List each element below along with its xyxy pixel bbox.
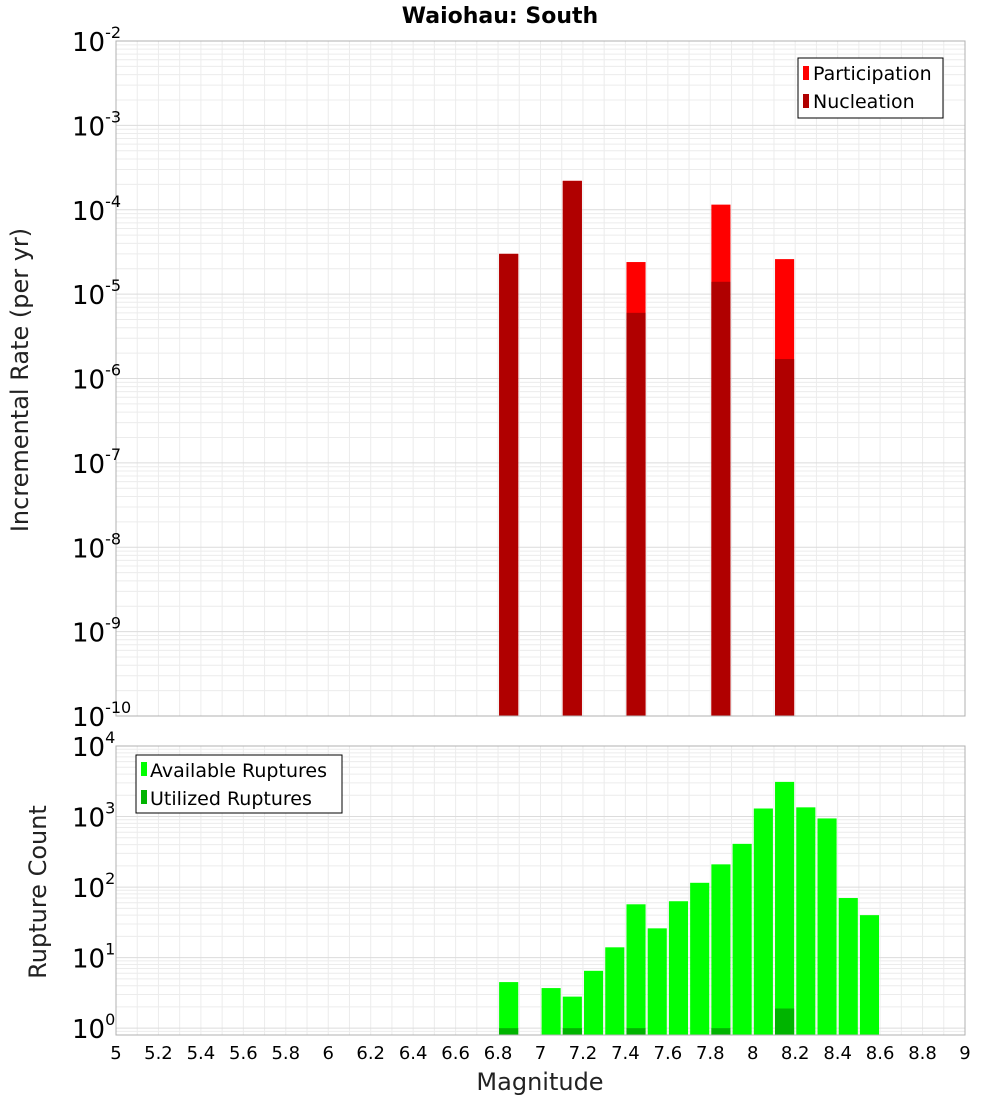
bottom-a-bar	[541, 988, 561, 1035]
x-tick-label: 9	[959, 1043, 970, 1064]
chart-title: Waiohau: South	[402, 4, 598, 29]
top-y-tick-label: 10-8	[72, 529, 121, 564]
legend-label-available: Available Ruptures	[150, 760, 327, 782]
bottom-a-bar	[584, 970, 604, 1035]
bottom-a-bar	[796, 807, 816, 1035]
bottom-a-bar	[838, 898, 858, 1035]
bottom-y-tick-label: 102	[72, 869, 115, 904]
bottom-a-bar	[732, 843, 752, 1035]
bottom-a-bar	[753, 808, 773, 1035]
top-y-tick-label: 10-7	[72, 445, 121, 480]
legend-swatch-available	[141, 762, 147, 776]
bottom-b-bar	[711, 1028, 731, 1035]
bottom-y-tick-label: 104	[72, 728, 115, 763]
x-tick-label: 8.8	[908, 1043, 937, 1064]
top-y-tick-labels: 10-10 10-9 10-8 10-7 10-6 10-5 10-4 10-3 10-2	[72, 23, 131, 733]
bottom-a-bar	[626, 904, 646, 1035]
top-y-tick-label: 10-3	[72, 107, 121, 142]
x-tick-label: 7.4	[611, 1043, 640, 1064]
x-axis-label: Magnitude	[476, 1068, 603, 1096]
top-legend: Participation Nucleation	[797, 57, 944, 119]
top-bars	[499, 180, 795, 717]
bottom-a-bar	[690, 882, 710, 1035]
x-tick-label: 6.2	[356, 1043, 385, 1064]
bottom-y-axis-label: Rupture Count	[24, 805, 52, 979]
bottom-a-bar	[605, 947, 625, 1035]
bottom-y-tick-label: 101	[72, 940, 115, 975]
legend-swatch-participation	[803, 66, 809, 80]
x-tick-label: 8.2	[781, 1043, 810, 1064]
x-tick-label: 7.2	[569, 1043, 598, 1064]
legend-label-participation: Participation	[813, 63, 932, 85]
bottom-bars	[499, 781, 880, 1035]
top-gridlines	[115, 40, 966, 717]
top-y-tick-label: 10-5	[72, 276, 121, 311]
x-tick-label: 5.6	[229, 1043, 258, 1064]
bottom-b-bar	[775, 1008, 795, 1035]
x-tick-label: 6.4	[399, 1043, 428, 1064]
legend-swatch-nucleation	[803, 94, 809, 108]
bottom-b-bar	[562, 1028, 582, 1035]
x-tick-label: 5	[110, 1043, 121, 1064]
top-b-bar	[626, 312, 646, 716]
bottom-a-bar	[647, 928, 667, 1035]
x-tick-label: 5.8	[271, 1043, 300, 1064]
x-tick-label: 8.4	[823, 1043, 852, 1064]
x-tick-label: 6.6	[441, 1043, 470, 1064]
bottom-plot-border	[115, 745, 966, 1036]
legend-label-nucleation: Nucleation	[813, 91, 915, 113]
bottom-y-tick-label: 100	[72, 1010, 115, 1045]
top-y-tick-label: 10-9	[72, 614, 121, 649]
top-y-tick-label: 10-10	[72, 698, 131, 733]
bottom-b-bar	[499, 1028, 519, 1035]
top-plot-border	[115, 40, 966, 717]
top-b-bar	[562, 180, 582, 716]
bottom-legend-box	[135, 754, 343, 814]
top-y-axis-label: Incremental Rate (per yr)	[6, 228, 34, 532]
bottom-a-bar	[562, 996, 582, 1035]
top-y-tick-label: 10-2	[72, 23, 121, 58]
x-tick-label: 6	[323, 1043, 334, 1064]
x-tick-label: 7.6	[654, 1043, 683, 1064]
top-b-bar	[499, 253, 519, 716]
bottom-a-bar	[499, 982, 519, 1035]
bottom-y-tick-labels: 100 101 102 103 104	[72, 728, 115, 1045]
x-tick-label: 7.8	[696, 1043, 725, 1064]
bottom-a-bar	[711, 864, 731, 1035]
top-b-bar	[775, 359, 795, 716]
x-tick-label: 8	[747, 1043, 758, 1064]
bottom-legend: Available Ruptures Utilized Ruptures	[135, 754, 343, 814]
bottom-y-tick-label: 103	[72, 799, 115, 834]
top-y-tick-label: 10-4	[72, 192, 121, 227]
bottom-a-bar	[668, 901, 689, 1035]
x-tick-labels: 5 5.2 5.4 5.6 5.8 6 6.2 6.4 6.6 6.8 7 7.2 7.4 7.6 7.8 8…	[110, 1043, 970, 1064]
bottom-b-bar	[626, 1028, 646, 1035]
x-tick-label: 6.8	[484, 1043, 513, 1064]
legend-swatch-utilized	[141, 790, 147, 804]
legend-label-utilized: Utilized Ruptures	[150, 788, 312, 810]
x-tick-label: 5.4	[187, 1043, 216, 1064]
x-tick-label: 8.6	[866, 1043, 895, 1064]
top-legend-box	[797, 57, 944, 119]
x-tick-label: 7	[535, 1043, 546, 1064]
x-tick-label: 5.2	[144, 1043, 173, 1064]
bottom-a-bar	[817, 818, 837, 1035]
top-y-tick-label: 10-6	[72, 361, 121, 396]
top-b-bar	[711, 281, 731, 716]
bottom-a-bar	[775, 781, 795, 1035]
bottom-a-bar	[859, 915, 880, 1035]
